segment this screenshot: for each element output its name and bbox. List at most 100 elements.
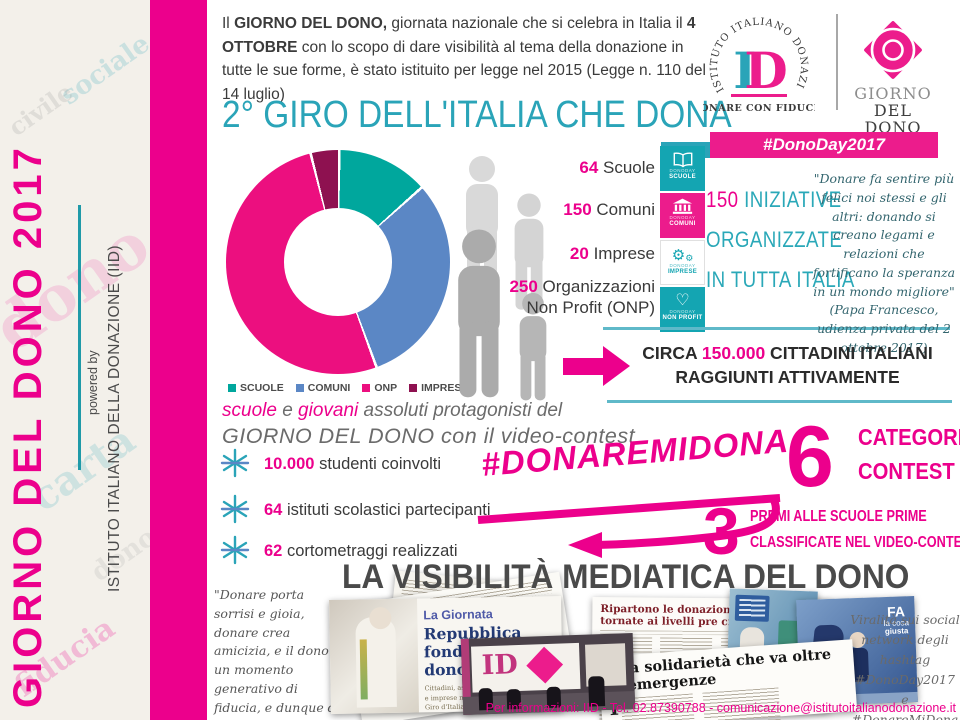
highlight-word: giovani	[298, 400, 359, 421]
bullet-value: 10.000	[264, 455, 315, 473]
bullet-value: 64	[264, 501, 283, 519]
badge-label: IMPRESE	[667, 269, 698, 276]
badge-top-label: DONODAY	[669, 263, 696, 268]
reached-number: 150.000	[701, 343, 766, 363]
reached-text: RAGGIUNTI ATTIVAMENTE	[675, 366, 900, 387]
stat-value: 250	[509, 277, 538, 296]
bullet-label: istituti scolastici partecipanti	[286, 501, 491, 519]
intro-bold: GIORNO DEL DONO,	[234, 15, 388, 32]
giorno-del-dono-logo: GIORNO DEL DONO	[843, 16, 943, 136]
right-arrow-icon	[563, 358, 603, 375]
prizes-label1: PREMI ALLE SCUOLE PRIME	[750, 508, 927, 525]
legend-label: ONP	[374, 382, 398, 394]
badge-donoday-scuole: DONODAY SCUOLE	[660, 146, 705, 191]
gdd-logo-line1: GIORNO	[854, 84, 932, 103]
stat-label: Organizzazioni	[542, 277, 655, 296]
bullet-studenti: 10.000 studenti coinvolti	[264, 455, 441, 474]
pope-photo	[329, 598, 419, 715]
clipping-kicker: La Giornata	[423, 607, 493, 623]
intro-rest: assoluti protagonisti del	[358, 400, 563, 421]
iniziative-line: ORGANIZZATE	[706, 227, 843, 253]
legend-label: SCUOLE	[240, 382, 284, 394]
bullet-cortometraggi: 62 cortometraggi realizzati	[264, 542, 458, 561]
categories-number: 6	[786, 409, 834, 505]
categories-label2: CONTEST	[858, 458, 955, 484]
iniziative-number: 150	[706, 187, 739, 212]
badge-label: COMUNI	[669, 221, 696, 228]
quote-attribution: (Papa Francesco, udienza privata del 2 o…	[817, 302, 951, 355]
legend-label: COMUNI	[307, 382, 351, 394]
intro-sep: e	[276, 400, 299, 421]
tv-gdd-diamond-icon	[526, 646, 564, 684]
tv-id-monogram: ID	[481, 649, 519, 682]
iid-monogram-d: D	[744, 41, 787, 100]
gdd-diamond-icon	[864, 21, 922, 79]
stat-comuni: 150 Comuni	[563, 199, 655, 220]
stat-value: 20	[569, 244, 589, 263]
prizes-number: 3	[703, 494, 740, 568]
quote-text: "Donare fa sentire più felici noi stessi…	[812, 171, 956, 299]
badge-top-label: DONODAY	[669, 309, 696, 314]
divider-line	[607, 400, 952, 403]
stat-label: Scuole	[603, 158, 655, 177]
badge-donoday-nonprofit: ♡ DONODAY NON PROFIT	[660, 287, 705, 332]
legend-swatch	[409, 384, 418, 392]
chart-legend: SCUOLE COMUNI ONP IMPRESE	[228, 382, 468, 394]
gears-icon: ⚙ ⚙	[671, 247, 694, 264]
iid-monogram-i: I	[733, 41, 756, 100]
stat-value: 64	[579, 158, 599, 177]
legend-item: SCUOLE	[228, 382, 284, 394]
intro-text: giornata nazionale che si celebra in Ita…	[387, 15, 687, 32]
iniziative-line: INIZIATIVE	[744, 187, 842, 212]
badge-donoday-comuni: DONODAY COMUNI	[660, 193, 705, 238]
bullet-label: studenti coinvolti	[319, 455, 442, 473]
legend-swatch	[228, 384, 236, 392]
heart-icon: ♡	[675, 292, 690, 309]
gdd-logo-line2: DEL DONO	[864, 100, 922, 137]
media-section-title: LA VISIBILITÀ MEDIATICA DEL DONO	[342, 558, 910, 596]
person-silhouette	[440, 225, 518, 403]
left-sidebar: dono sociale civile carta fiducia dono G…	[0, 0, 150, 720]
iid-tagline: DONARE CON FIDUCIA	[703, 103, 815, 114]
bank-icon	[660, 193, 705, 215]
mattarella-quote: "Donare porta sorrisi e gioia, donare cr…	[214, 586, 344, 720]
intro-text: Il	[222, 15, 235, 32]
organization-vertical: ISTITUTO ITALIANO DELLA DONAZIONE (IID)	[106, 244, 123, 592]
legend-swatch	[362, 384, 371, 392]
reached-text: CIRCA	[642, 343, 702, 363]
bullet-istituti: 64 istituti scolastici partecipanti	[264, 501, 491, 520]
legend-item: COMUNI	[295, 382, 351, 394]
sidebar-divider	[78, 205, 81, 470]
social-virality-note: Viralità sui social network degli hashta…	[850, 612, 960, 720]
badge-top-label: DONODAY	[669, 215, 696, 220]
video-contest-intro-line2: GIORNO DEL DONO con il video-contest	[222, 424, 636, 448]
logo-divider	[836, 14, 838, 110]
donut-chart	[226, 150, 450, 374]
categories-label1: CATEGORIE	[858, 424, 960, 450]
prizes-label2: CLASSIFICATE NEL VIDEO-CONTEST	[750, 534, 960, 551]
intro-paragraph: Il GIORNO DEL DONO, giornata nazionale c…	[222, 12, 714, 106]
badge-label: SCUOLE	[669, 174, 696, 181]
badge-label: NON PROFIT	[662, 315, 703, 322]
page-title: 2° GIRO DELL'ITALIA CHE DONA	[222, 94, 732, 136]
iniziative-block: 150 INIZIATIVE ORGANIZZATE IN TUTTA ITAL…	[706, 180, 855, 300]
bullet-value: 62	[264, 542, 283, 560]
contact-info: Per informazioni: IID - Tel. 02.87390788…	[485, 701, 956, 715]
legend-item: IMPRESE	[409, 382, 468, 394]
intro-bold: 4 OTTOBRE	[222, 15, 696, 56]
papa-francesco-quote: "Donare fa sentire più felici noi stessi…	[810, 170, 958, 358]
pink-vertical-bar	[150, 0, 207, 720]
highlight-word: scuole	[222, 400, 277, 421]
asterisk-icon	[220, 448, 250, 478]
legend-swatch	[295, 384, 304, 392]
bullet-label: cortometraggi realizzati	[286, 542, 458, 560]
asterisk-icon	[220, 494, 250, 524]
iid-logo: ISTITUTO ITALIANO DONAZIONE I D DONARE C…	[703, 4, 815, 114]
reached-statement: CIRCA 150.000 CITTADINI ITALIANI RAGGIUN…	[620, 342, 955, 389]
book-icon	[660, 146, 705, 168]
right-arrow-tip	[603, 346, 630, 386]
hashtag-underline-arrow	[477, 494, 781, 558]
quote-text: "Donare porta sorrisi e gioia, donare cr…	[214, 587, 340, 720]
video-contest-intro: scuole e giovani assoluti protagonisti d…	[222, 400, 562, 422]
